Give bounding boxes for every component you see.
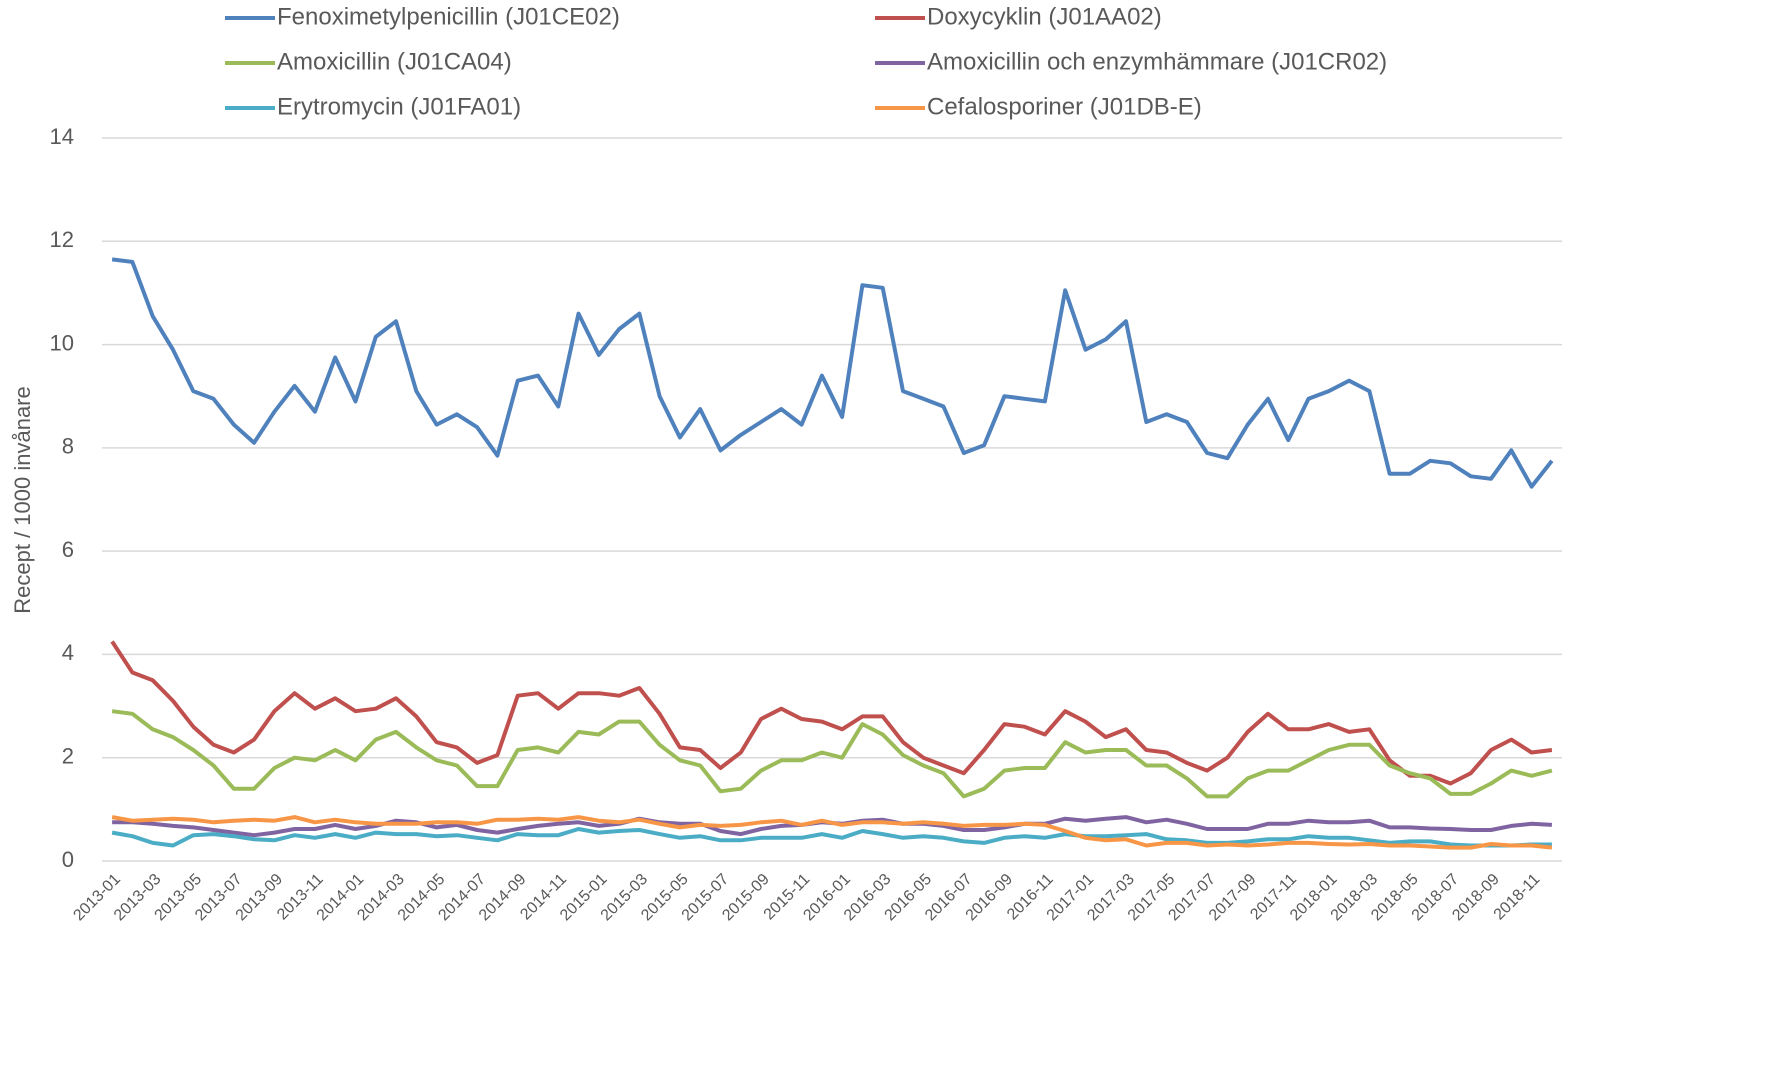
series-line [110,640,1553,786]
y-tick-label: 2 [62,744,74,769]
y-tick-label: 10 [50,330,74,355]
y-tick-label: 0 [62,847,74,872]
y-axis-label: Recept / 1000 invånare [10,386,35,614]
series-line [111,827,1552,848]
legend-label: Amoxicillin (J01CA04) [277,48,512,75]
y-tick-label: 12 [50,227,74,252]
series-line [111,257,1554,489]
legend-label: Fenoximetylpenicillin (J01CE02) [277,3,620,30]
legend-label: Erytromycin (J01FA01) [277,93,521,120]
series-line [111,709,1553,799]
y-tick-label: 14 [50,124,74,149]
y-tick-label: 8 [62,434,74,459]
y-tick-label: 6 [62,537,74,562]
legend-label: Amoxicillin och enzymhämmare (J01CR02) [927,48,1387,75]
y-tick-label: 4 [62,640,74,665]
legend-label: Cefalosporiner (J01DB-E) [927,93,1202,120]
series-line [111,815,1553,850]
legend-label: Doxycyklin (J01AA02) [927,3,1162,30]
